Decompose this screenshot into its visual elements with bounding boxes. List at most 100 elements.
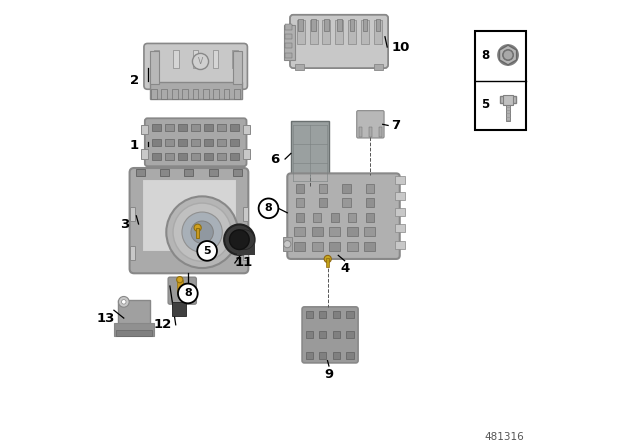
Bar — [217, 139, 226, 146]
Bar — [306, 352, 313, 359]
Bar — [164, 153, 173, 160]
Bar — [230, 124, 239, 131]
Bar — [296, 184, 304, 193]
Text: 13: 13 — [97, 311, 115, 325]
Bar — [237, 238, 255, 255]
Circle shape — [502, 50, 513, 60]
Bar — [141, 125, 148, 134]
Bar — [364, 228, 376, 237]
Bar — [347, 228, 358, 237]
Bar — [283, 237, 292, 251]
Bar — [319, 352, 326, 359]
Bar — [347, 242, 358, 251]
Bar — [161, 169, 170, 176]
Bar — [506, 103, 510, 121]
Bar — [116, 330, 152, 336]
Bar — [173, 50, 179, 68]
Bar — [500, 96, 516, 103]
Bar — [232, 50, 237, 68]
Bar — [184, 169, 193, 176]
Bar — [209, 169, 218, 176]
Bar — [213, 89, 219, 99]
Bar — [285, 43, 292, 48]
FancyBboxPatch shape — [287, 173, 400, 259]
Text: 481316: 481316 — [484, 432, 524, 442]
Bar — [114, 323, 154, 336]
Circle shape — [224, 224, 255, 255]
Text: 7: 7 — [392, 119, 401, 132]
Bar — [396, 208, 405, 216]
Bar — [294, 242, 305, 251]
Bar — [346, 352, 354, 359]
Bar — [348, 20, 356, 44]
Bar — [396, 241, 405, 249]
Bar — [203, 89, 209, 99]
Bar — [230, 139, 239, 146]
Bar — [358, 127, 362, 137]
Circle shape — [193, 53, 209, 69]
Bar — [348, 213, 356, 222]
Bar — [323, 20, 330, 44]
Bar — [150, 51, 159, 84]
Bar — [502, 95, 513, 105]
Circle shape — [503, 50, 513, 60]
Bar — [217, 124, 226, 131]
Bar — [130, 246, 135, 260]
Bar — [217, 153, 226, 160]
Bar — [374, 64, 383, 70]
Circle shape — [178, 284, 198, 303]
Bar — [312, 228, 323, 237]
Circle shape — [498, 45, 518, 65]
Bar — [150, 82, 242, 99]
Text: 1: 1 — [129, 139, 139, 152]
Bar — [204, 139, 212, 146]
Bar — [342, 184, 351, 193]
Bar — [230, 153, 239, 160]
Circle shape — [182, 212, 222, 252]
Bar — [329, 228, 340, 237]
Text: 8: 8 — [481, 48, 489, 61]
Bar — [374, 20, 382, 44]
Bar — [366, 213, 374, 222]
FancyBboxPatch shape — [290, 15, 388, 68]
Text: 12: 12 — [153, 318, 172, 332]
Circle shape — [166, 196, 238, 268]
Circle shape — [284, 241, 291, 248]
Text: V: V — [198, 57, 203, 66]
Bar — [191, 139, 200, 146]
Bar — [366, 184, 374, 193]
Bar — [212, 50, 218, 68]
Bar — [234, 89, 240, 99]
Bar — [243, 149, 250, 159]
Bar — [296, 198, 304, 207]
Bar — [152, 139, 161, 146]
Bar — [376, 19, 380, 31]
Bar — [177, 280, 184, 293]
Bar — [329, 242, 340, 251]
Bar — [361, 20, 369, 44]
Bar — [285, 24, 292, 30]
Bar — [396, 192, 405, 200]
Bar — [314, 213, 321, 222]
Bar — [366, 198, 374, 207]
Text: 9: 9 — [324, 367, 333, 381]
Text: 4: 4 — [340, 262, 349, 276]
Bar — [350, 19, 355, 31]
Bar — [396, 224, 405, 233]
Bar — [172, 302, 186, 316]
Bar — [311, 19, 316, 31]
Circle shape — [173, 203, 231, 261]
Circle shape — [118, 297, 129, 307]
Circle shape — [259, 198, 278, 218]
Bar — [178, 124, 187, 131]
Bar — [151, 89, 157, 99]
Bar — [154, 50, 159, 68]
Bar — [196, 228, 199, 237]
Text: 5: 5 — [481, 98, 489, 111]
Bar — [142, 179, 236, 251]
Bar — [335, 20, 343, 44]
Bar — [475, 31, 526, 130]
Bar — [298, 19, 303, 31]
Text: 6: 6 — [271, 152, 280, 166]
Bar — [136, 169, 145, 176]
